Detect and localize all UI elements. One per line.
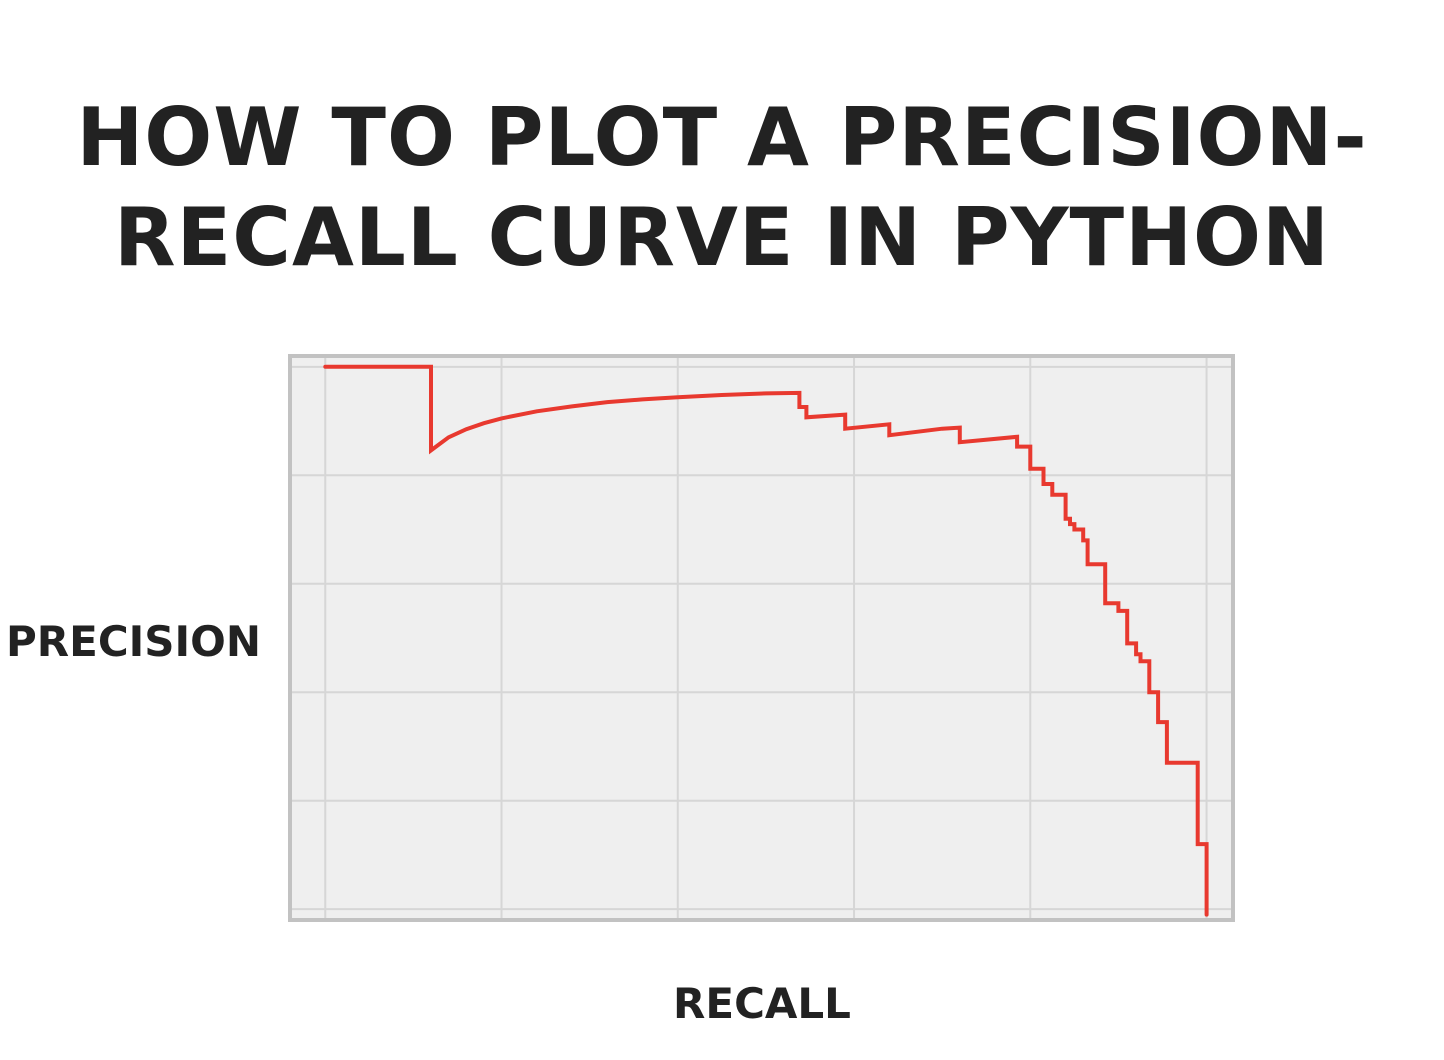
plot-background [290,356,1233,920]
x-axis-label: RECALL [673,979,851,1028]
chart-title: HOW TO PLOT A PRECISION- RECALL CURVE IN… [0,88,1444,288]
plot-frame [288,354,1235,922]
precision-recall-line [323,364,1209,917]
title-line-2: RECALL CURVE IN PYTHON [114,191,1330,284]
y-axis-label: PRECISION [6,617,261,666]
title-line-1: HOW TO PLOT A PRECISION- [76,91,1368,184]
